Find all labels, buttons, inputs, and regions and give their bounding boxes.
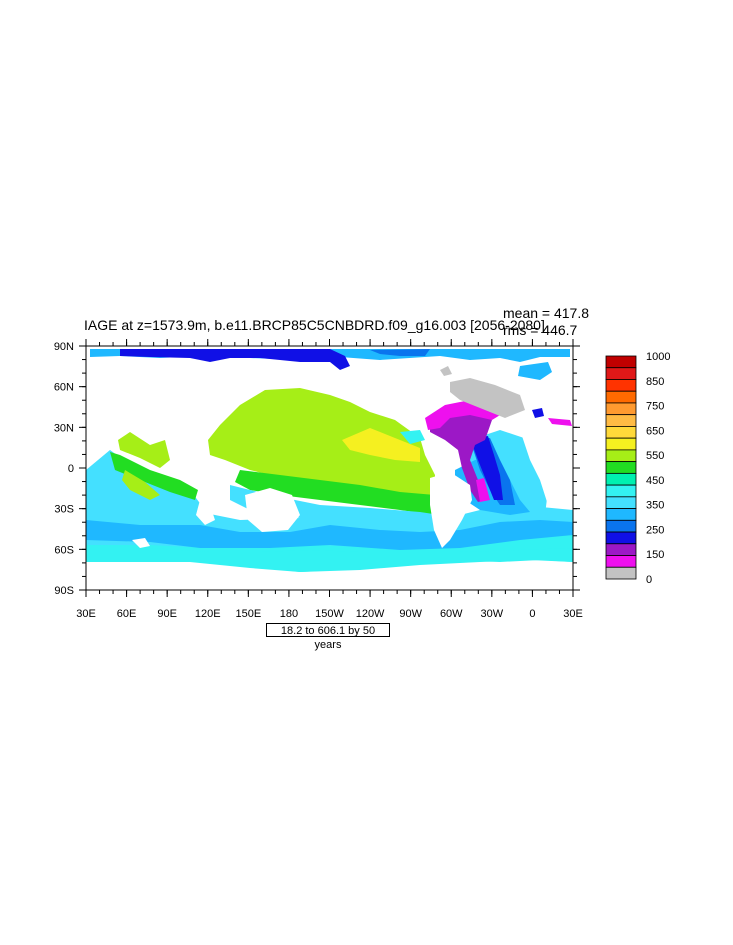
lon-label: 150E: [235, 608, 261, 620]
colorbar-swatch: [605, 367, 637, 380]
colorbar-swatch: [605, 449, 637, 463]
colorbar-label: 1000: [646, 351, 670, 363]
lat-label: 90N: [54, 341, 74, 353]
mean-label: mean = 417.8: [503, 305, 589, 321]
lat-label: 0: [68, 463, 74, 475]
colorbar-swatch: [605, 437, 637, 451]
colorbar-label: 650: [646, 425, 664, 437]
colorbar-label: 450: [646, 475, 664, 487]
lon-label: 30W: [481, 608, 504, 620]
lat-label: 90S: [54, 585, 74, 597]
colorbar-label: 150: [646, 549, 664, 561]
lon-label: 60W: [440, 608, 463, 620]
lat-label: 60S: [54, 544, 74, 556]
colorbar-label: 750: [646, 401, 664, 413]
colorbar-label: 550: [646, 450, 664, 462]
colorbar-swatch: [605, 543, 637, 556]
colorbar-swatch: [605, 555, 637, 568]
colorbar-swatch: [605, 519, 637, 533]
rms-label: rms = 446.7: [503, 322, 578, 338]
colorbar-swatch: [605, 531, 637, 545]
colorbar-label: 0: [646, 574, 652, 586]
lon-label: 90E: [157, 608, 177, 620]
colorbar-label: 250: [646, 524, 664, 536]
colorbar-swatch: [605, 508, 637, 521]
lon-label: 30E: [76, 608, 96, 620]
lon-label: 120E: [195, 608, 221, 620]
longitude-labels: 30E 60E 90E 120E 150E 180 150W 120W 90W 60W 30W 0 30…: [76, 608, 583, 620]
land-africa: [520, 428, 572, 505]
colorbar-swatch: [605, 390, 637, 404]
lon-label: 90W: [399, 608, 422, 620]
land-australia: [245, 488, 300, 532]
young-water: [450, 378, 525, 418]
map-plot: 30E 60E 90E 120E 150E 180 150W 120W 90W 60W 30W 0 30…: [54, 339, 583, 620]
colorbar: [605, 355, 637, 580]
lon-label: 60E: [117, 608, 137, 620]
colorbar-swatch: [605, 566, 637, 580]
latitude-labels: 90N 60N 30N 0 30S 60S 90S: [54, 341, 74, 597]
contour-interval-note: 18.2 to 606.1 by 50 years: [266, 623, 390, 651]
lat-label: 30S: [54, 504, 74, 516]
colorbar-swatch: [605, 484, 637, 498]
land-south-america: [430, 472, 472, 548]
colorbar-swatch: [605, 472, 637, 486]
colorbar-labels: 1000 850 750 650 550 450 350 250 150 0: [646, 351, 670, 586]
colorbar-swatch: [605, 379, 637, 392]
lat-label: 60N: [54, 382, 74, 394]
pacific-ocean: [208, 388, 435, 500]
colorbar-label: 350: [646, 500, 664, 512]
lon-label: 180: [280, 608, 298, 620]
lat-label: 30N: [54, 422, 74, 434]
ocean-field: [86, 346, 573, 590]
colorbar-swatch: [605, 496, 637, 509]
axis-ticks: [79, 339, 580, 597]
colorbar-swatch: [605, 426, 637, 439]
lon-label: 150W: [315, 608, 344, 620]
lon-label: 0: [529, 608, 535, 620]
colorbar-swatch: [605, 355, 637, 369]
plot-title: IAGE at z=1573.9m, b.e11.BRCP85C5CNBDRD.…: [84, 317, 545, 333]
colorbar-swatch: [605, 461, 637, 474]
lon-label: 30E: [563, 608, 583, 620]
colorbar-swatch: [605, 414, 637, 427]
colorbar-label: 850: [646, 376, 664, 388]
lon-label: 120W: [356, 608, 385, 620]
colorbar-swatch: [605, 402, 637, 416]
